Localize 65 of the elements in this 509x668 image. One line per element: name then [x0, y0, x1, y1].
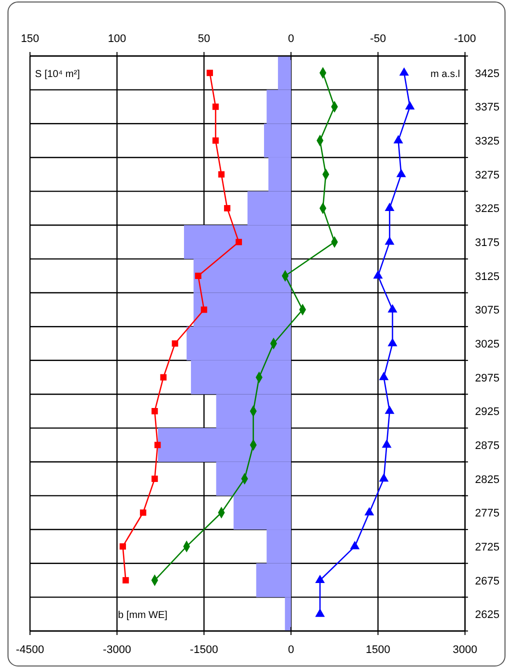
- y-tick-label: 3175: [475, 237, 500, 250]
- x-tick-label: 0: [288, 644, 294, 656]
- x2-tick-label: -50: [370, 33, 386, 45]
- point: [378, 473, 389, 482]
- point: [140, 509, 146, 516]
- x2-tick-label: 150: [20, 33, 40, 45]
- y-tick-label: 2675: [475, 575, 500, 588]
- x-tick-label: -1500: [190, 644, 218, 656]
- point: [224, 205, 230, 212]
- y-tick-label: 2825: [475, 474, 500, 486]
- x2-tick-label: 0: [288, 33, 294, 45]
- x-tick-label: 3000: [452, 644, 478, 656]
- point: [206, 70, 213, 76]
- point: [373, 270, 383, 279]
- point: [405, 101, 415, 110]
- y-tick-label: 2625: [475, 609, 500, 622]
- point: [388, 338, 398, 346]
- point: [152, 476, 158, 482]
- point: [378, 372, 389, 380]
- y-tick-label: 2925: [475, 406, 500, 418]
- y-tick-label: 3375: [475, 102, 500, 114]
- point: [154, 442, 161, 448]
- point: [350, 540, 360, 550]
- point: [152, 408, 158, 414]
- point: [218, 171, 225, 178]
- y-tick-label: 3025: [475, 338, 500, 350]
- point: [236, 238, 242, 246]
- point: [388, 304, 398, 312]
- point: [195, 272, 202, 280]
- y-tick-label: 2725: [475, 541, 500, 554]
- y-tick-label: 3225: [475, 203, 500, 216]
- x2-tick-label: -100: [454, 33, 476, 45]
- point: [393, 135, 404, 144]
- point: [396, 168, 406, 178]
- point: [200, 306, 208, 313]
- point: [120, 543, 126, 550]
- x2-tick-label: 100: [108, 33, 126, 45]
- point: [160, 374, 167, 380]
- x-tick-label: 1500: [366, 644, 390, 656]
- point: [122, 577, 129, 584]
- point: [382, 439, 392, 448]
- point: [399, 67, 409, 76]
- x-tick-label: -4500: [16, 644, 44, 656]
- y-tick-label: 3425: [475, 68, 500, 80]
- point: [212, 104, 219, 110]
- y-tick-label: 2775: [475, 508, 500, 520]
- point: [172, 340, 178, 347]
- x2-axis-title: S [10⁴ m²]: [35, 68, 80, 80]
- point: [364, 507, 374, 516]
- point: [384, 202, 394, 211]
- x2-tick-label: 50: [198, 33, 210, 45]
- y-tick-label: 2875: [475, 440, 500, 452]
- point: [384, 406, 394, 414]
- x-axis-title: b [mm WE]: [118, 610, 168, 622]
- point: [384, 236, 394, 245]
- x-tick-label: -3000: [102, 644, 132, 656]
- y-tick-label: 3125: [475, 270, 500, 283]
- y-axis-title: m a.s.l: [430, 68, 460, 80]
- point: [212, 137, 219, 144]
- y-tick-label: 3275: [475, 169, 500, 182]
- point: [315, 608, 325, 617]
- y-tick-label: 3075: [475, 304, 500, 317]
- y-tick-label: 3325: [475, 136, 500, 148]
- point: [315, 574, 325, 584]
- y-tick-label: 2975: [475, 372, 500, 384]
